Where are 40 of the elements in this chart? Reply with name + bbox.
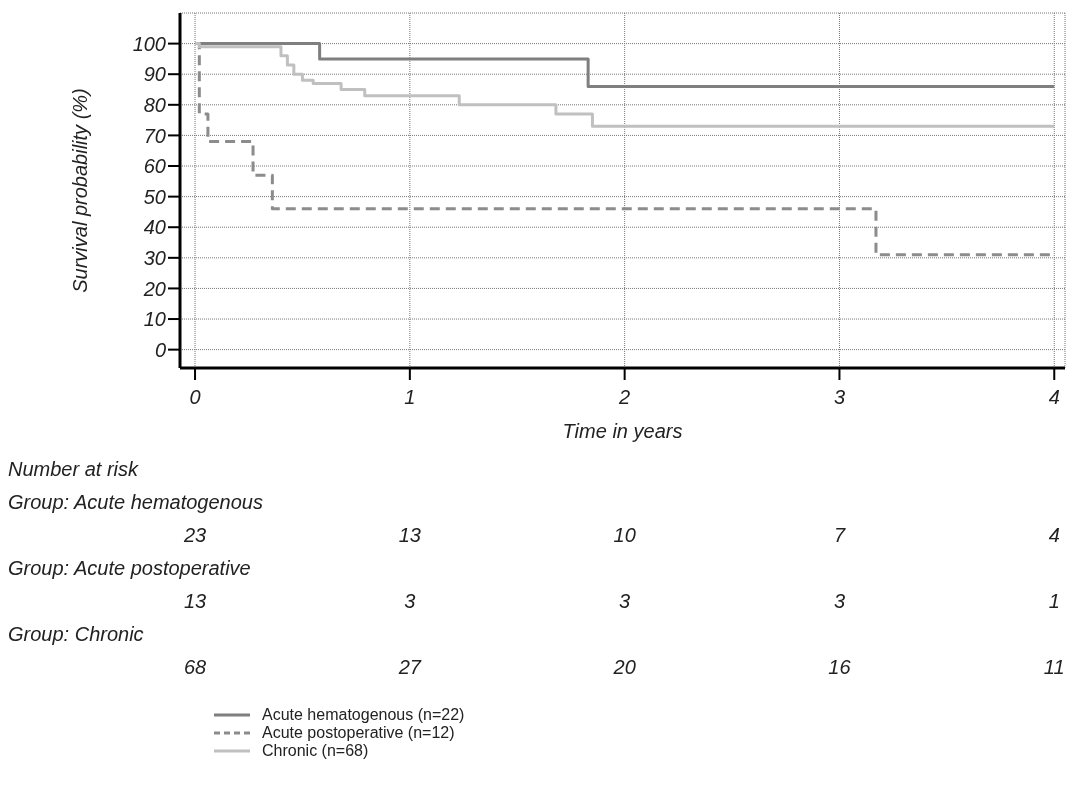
text: 13 (397, 524, 422, 547)
text: 3 (832, 590, 846, 613)
x-axis-title: Time in years (562, 420, 683, 442)
text: 11 (1042, 656, 1066, 679)
text: Group: Acute postoperative (8, 557, 251, 580)
y-tick-label: 100 (132, 32, 166, 55)
y-tick-label: 60 (143, 155, 166, 178)
text: 27 (397, 656, 423, 679)
text: 68 (182, 656, 208, 679)
y-tick-label: 20 (142, 277, 166, 300)
legend-label: Acute postoperative (n=12) (262, 724, 455, 742)
x-tick-label: 2 (618, 386, 631, 409)
y-tick-label: 50 (143, 185, 166, 208)
legend-label: Acute hematogenous (n=22) (262, 706, 465, 724)
x-tick-label: 1 (404, 386, 416, 409)
text: 20 (612, 656, 637, 679)
text: 4 (1047, 524, 1061, 547)
y-tick-label: 80 (143, 93, 166, 116)
text: 13 (182, 590, 208, 613)
y-axis-title: Survival probability (%) (69, 88, 92, 293)
text: 10 (612, 524, 637, 547)
text: 1 (1047, 590, 1061, 613)
x-tick-label: 0 (189, 386, 201, 409)
text: 16 (827, 656, 852, 679)
y-tick-label: 30 (143, 246, 166, 269)
text: Number at risk (8, 458, 139, 481)
legend-label: Chronic (n=68) (262, 742, 369, 760)
x-tick-label: 3 (833, 386, 846, 409)
y-tick-label: 40 (143, 216, 166, 239)
y-tick-label: 0 (154, 338, 166, 361)
text: 3 (403, 590, 417, 613)
text: Group: Chronic (8, 623, 144, 646)
y-tick-label: 70 (143, 124, 166, 147)
y-tick-label: 10 (143, 308, 166, 331)
text: Group: Acute hematogenous (8, 491, 263, 514)
text: 3 (618, 590, 632, 613)
text: 7 (832, 524, 847, 547)
text: 23 (182, 524, 208, 547)
x-tick-label: 4 (1048, 386, 1060, 409)
y-tick-label: 90 (143, 63, 166, 86)
